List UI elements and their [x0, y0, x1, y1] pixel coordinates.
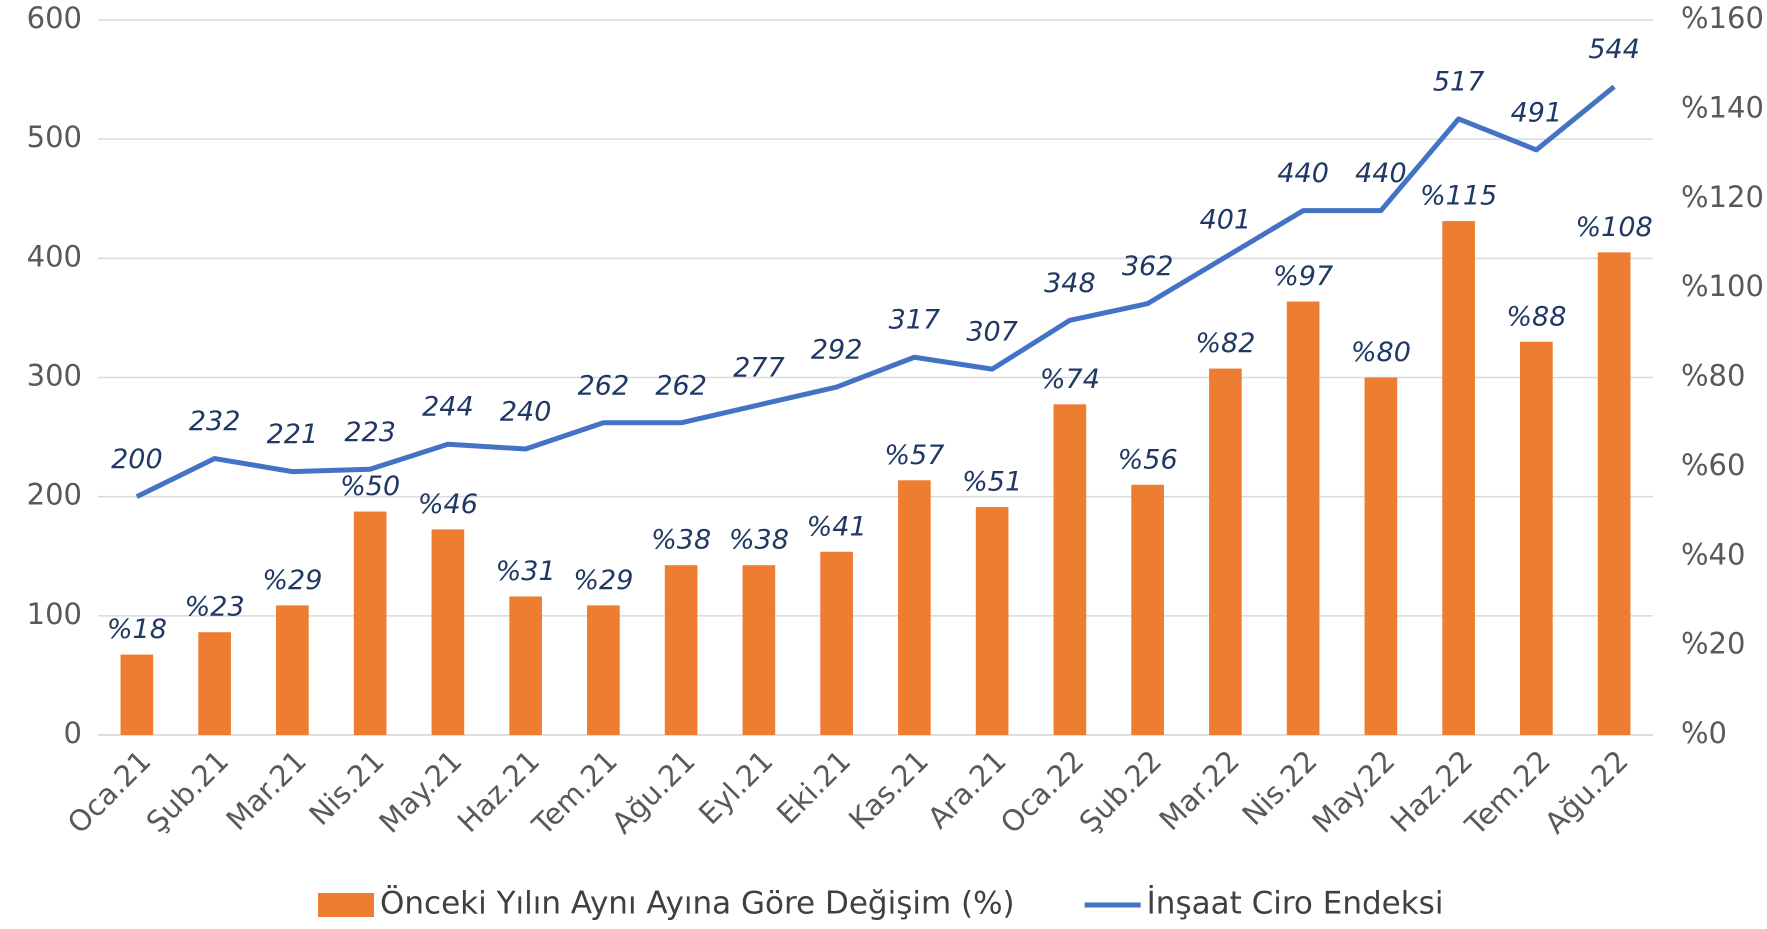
bar — [1053, 404, 1087, 735]
y2-tick-label: %140 — [1681, 90, 1764, 124]
y2-tick-label: %80 — [1681, 359, 1745, 393]
line-label: 440 — [1355, 158, 1407, 189]
line-label: 244 — [422, 392, 474, 423]
line-label: 317 — [889, 305, 941, 336]
y-tick-label: 400 — [27, 239, 82, 273]
bar-label: %18 — [107, 614, 167, 645]
bar-label: %82 — [1195, 328, 1255, 359]
bar-label: %74 — [1040, 364, 1100, 395]
y2-tick-label: %20 — [1681, 627, 1745, 661]
bar — [120, 654, 154, 735]
legend-label: İnşaat Ciro Endeksi — [1147, 886, 1444, 922]
bar-label: %38 — [651, 525, 711, 556]
bar-label: %80 — [1351, 337, 1411, 368]
x-tick-label: Mar.21 — [220, 744, 313, 837]
bar — [1131, 484, 1164, 735]
y-tick-label: 0 — [64, 716, 82, 750]
line-label: 240 — [500, 397, 552, 428]
x-tick-label: Şub.21 — [140, 744, 236, 840]
y2-tick-label: %100 — [1681, 269, 1764, 303]
line-label: 348 — [1044, 268, 1096, 299]
bar-label: %56 — [1118, 444, 1178, 475]
line-label: 223 — [344, 417, 396, 448]
bar-label: %23 — [185, 592, 245, 623]
bar-label: %50 — [340, 471, 400, 502]
bar — [742, 565, 776, 735]
bar-label: %29 — [573, 565, 633, 596]
x-tick-label: Oca.21 — [61, 744, 158, 841]
legend-label: Önceki Yılın Aynı Ayına Göre Değişim (%) — [380, 885, 1015, 922]
bar — [1442, 221, 1475, 735]
x-tick-label: Tem.22 — [1458, 744, 1557, 843]
line-label: 307 — [966, 317, 1018, 348]
bar-label: %51 — [962, 467, 1022, 498]
y2-tick-label: %0 — [1681, 716, 1727, 750]
bar — [820, 551, 853, 735]
bar — [1364, 377, 1398, 735]
bar-label: %29 — [262, 565, 322, 596]
x-tick-label: Ağu.22 — [1538, 744, 1635, 841]
line-label: 401 — [1200, 205, 1252, 236]
bar-label: %31 — [496, 556, 556, 587]
line — [135, 84, 1616, 499]
bar — [1286, 301, 1320, 735]
bar-label: %57 — [884, 440, 944, 471]
x-tick-label: Mar.22 — [1153, 744, 1246, 837]
line-label: 262 — [578, 370, 630, 401]
bar — [509, 596, 542, 735]
bar — [1597, 252, 1631, 735]
y2-tick-label: %120 — [1681, 180, 1764, 214]
line-label: 362 — [1122, 251, 1174, 282]
y-tick-label: 100 — [27, 597, 82, 631]
bar — [664, 565, 698, 735]
x-tick-label: May.21 — [372, 744, 468, 840]
bar — [198, 632, 231, 735]
legend-swatch — [318, 893, 374, 917]
x-tick-label: Eki.21 — [770, 744, 857, 831]
line-label: 232 — [189, 406, 241, 437]
x-tick-label: Oca.22 — [994, 744, 1091, 841]
bar-label: %88 — [1506, 301, 1566, 332]
line-label: 517 — [1433, 66, 1485, 97]
y-tick-label: 200 — [27, 478, 82, 512]
x-tick-label: Şub.22 — [1073, 744, 1169, 840]
y-tick-label: 600 — [27, 1, 82, 35]
bar — [276, 605, 309, 735]
y2-tick-label: %160 — [1681, 1, 1764, 35]
line-label: 544 — [1588, 34, 1640, 65]
x-tick-label: Kas.21 — [842, 744, 935, 837]
line-label: 440 — [1277, 158, 1329, 189]
bar — [353, 511, 387, 735]
x-tick-label: Tem.21 — [525, 744, 624, 843]
y2-tick-label: %40 — [1681, 537, 1745, 571]
bar — [975, 507, 1009, 735]
x-tick-label: Eyl.21 — [692, 744, 779, 831]
bar — [431, 529, 465, 735]
bar-label: %46 — [418, 489, 478, 520]
y-tick-label: 300 — [27, 359, 82, 393]
bar-label: %41 — [807, 511, 867, 542]
bar-label: %115 — [1420, 181, 1497, 212]
y2-tick-label: %60 — [1681, 448, 1745, 482]
bar — [587, 605, 620, 735]
line-label: 292 — [811, 335, 863, 366]
line-label: 491 — [1511, 97, 1563, 128]
bar — [898, 480, 931, 735]
line-label: 277 — [733, 352, 785, 383]
y-tick-label: 500 — [27, 120, 82, 154]
line-label: 221 — [267, 419, 319, 450]
bar-label: %97 — [1273, 261, 1333, 292]
bar — [1520, 341, 1553, 735]
line-label: 262 — [655, 370, 707, 401]
line-label: 200 — [111, 444, 163, 475]
x-tick-label: May.22 — [1305, 744, 1401, 840]
bar-label: %108 — [1576, 212, 1653, 243]
bar-label: %38 — [729, 525, 789, 556]
bar — [1209, 368, 1242, 735]
x-tick-label: Ağu.21 — [605, 744, 702, 841]
